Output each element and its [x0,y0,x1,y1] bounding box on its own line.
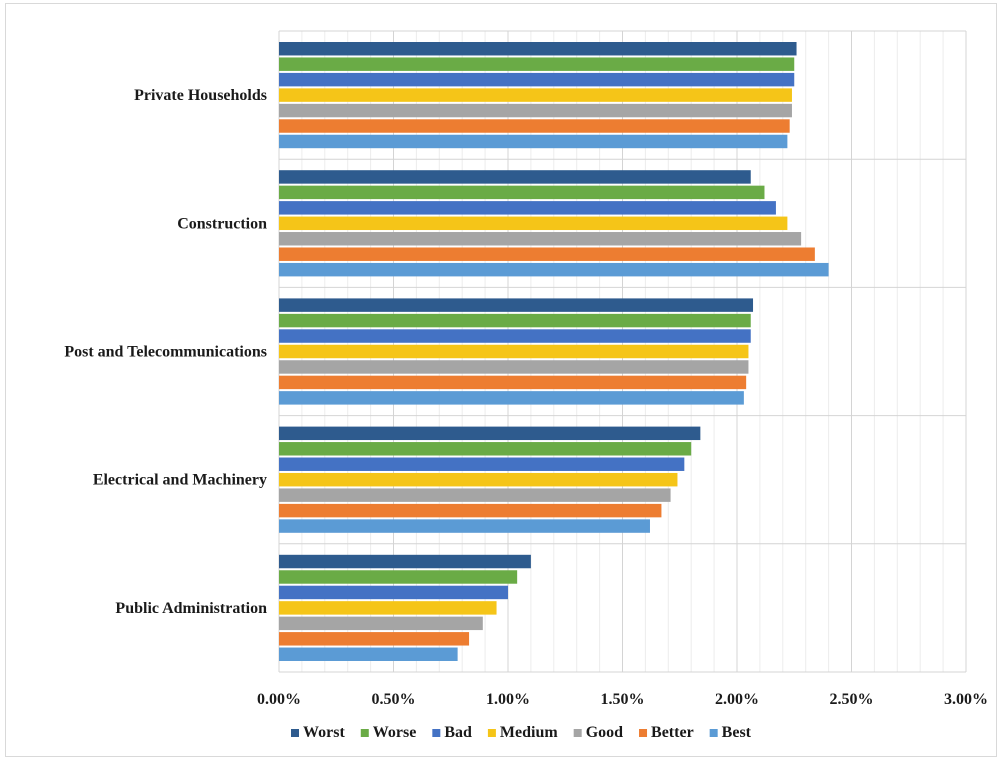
legend-swatch [360,729,369,737]
category-label: Construction [177,215,267,232]
category-label: Public Administration [115,600,267,617]
bar-better-2 [279,247,815,261]
bar-worst-4 [279,426,701,441]
legend: Worst Worse Bad Medium Good Better Best [291,724,752,741]
x-tick-label: 1.00% [486,691,530,708]
bar-best-5 [279,647,458,661]
bar-medium-3 [279,344,749,359]
bar-best-1 [279,134,788,149]
bar-worse-2 [279,185,765,200]
bar-worst-3 [279,298,754,312]
bar-good-1 [279,103,792,118]
legend-label: Better [651,724,694,741]
legend-item-worst: Worst [291,724,345,741]
bars [279,42,829,661]
bar-worst-1 [279,42,797,56]
bar-best-3 [279,391,744,405]
bar-bad-1 [279,72,795,87]
bar-good-5 [279,616,483,631]
x-tick-label: 2.50% [830,691,874,708]
bar-worse-4 [279,442,692,456]
x-tick-label: 1.50% [601,691,645,708]
category-labels: Private Households Construction Post and T… [64,87,267,617]
legend-swatch [573,729,582,737]
x-tick-label: 2.00% [715,691,759,708]
category-label: Private Households [134,87,267,104]
legend-label: Worst [303,724,345,741]
legend-item-worse: Worse [360,724,417,741]
legend-label: Best [722,724,752,741]
category-label: Post and Telecommunications [64,344,267,361]
bar-better-1 [279,119,790,133]
bar-better-4 [279,503,662,518]
bar-chart: Private Households Construction Post and T… [64,30,988,741]
bar-worse-5 [279,570,518,584]
bar-worse-3 [279,313,751,328]
bar-medium-4 [279,472,678,487]
bar-worst-2 [279,170,751,184]
bar-worst-5 [279,554,531,569]
x-tick-label: 3.00% [944,691,988,708]
bar-bad-3 [279,329,751,343]
legend-item-bad: Bad [432,724,472,741]
bar-bad-2 [279,201,776,215]
bar-better-3 [279,375,747,390]
bar-medium-1 [279,88,792,102]
legend-swatch [487,729,496,737]
bar-medium-2 [279,216,788,231]
legend-item-good: Good [573,724,623,741]
legend-label: Worse [373,724,417,741]
legend-item-medium: Medium [487,724,558,741]
bar-good-3 [279,360,749,374]
x-tick-labels: 0.00% 0.50% 1.00% 1.50% 2.00% 2.50% 3.00% [257,691,988,708]
legend-swatch [291,729,299,737]
x-tick-label: 0.50% [372,691,416,708]
bar-bad-4 [279,457,685,471]
bar-bad-5 [279,585,508,600]
bar-worse-1 [279,57,795,71]
legend-swatch [432,729,441,737]
legend-item-better: Better [639,724,694,741]
legend-label: Medium [500,724,558,741]
legend-label: Good [586,724,623,741]
category-label: Electrical and Machinery [93,472,267,489]
bar-better-5 [279,632,470,646]
chart-frame: Private Households Construction Post and T… [5,3,997,757]
legend-label: Bad [444,724,472,741]
bar-best-4 [279,519,650,533]
x-tick-label: 0.00% [257,691,301,708]
bar-good-2 [279,232,802,246]
bar-medium-5 [279,601,497,615]
legend-swatch [709,729,718,737]
bar-best-2 [279,262,829,277]
bar-good-4 [279,488,671,502]
legend-item-best: Best [709,724,752,741]
legend-swatch [639,729,648,737]
